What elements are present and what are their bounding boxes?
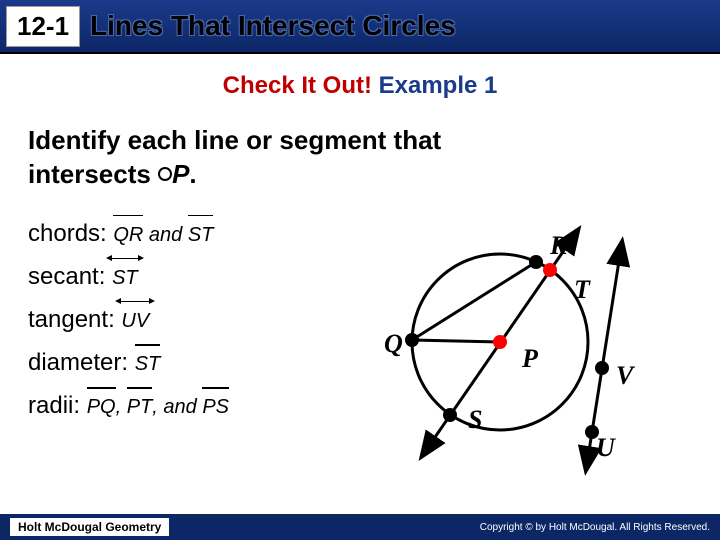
chords-label: chords: xyxy=(28,220,107,247)
svg-text:S: S xyxy=(468,405,482,434)
segment-ST: ST xyxy=(188,215,214,253)
prompt-text: Identify each line or segment that inter… xyxy=(28,124,692,192)
svg-text:V: V xyxy=(616,361,636,390)
radii-label: radii: xyxy=(28,392,80,419)
chords-row: chords: QR and ST xyxy=(28,212,340,255)
secant-row: secant: ST xyxy=(28,255,340,298)
prompt-line2a: intersects xyxy=(28,159,158,189)
svg-text:P: P xyxy=(521,344,539,373)
segment-QR: QR xyxy=(113,215,143,253)
diagram-svg: P Q R S T U V xyxy=(340,212,700,482)
line-UV: UV xyxy=(121,299,149,339)
svg-text:U: U xyxy=(596,433,616,462)
circle-symbol-icon xyxy=(158,167,172,181)
footer-bar: Holt McDougal Geometry Copyright © by Ho… xyxy=(0,514,720,540)
segment-PT: PT xyxy=(127,387,153,425)
radii-c1: , xyxy=(116,396,127,418)
content-row: chords: QR and ST secant: ST tangent: UV… xyxy=(0,212,720,487)
header-bar: 12-1 Lines That Intersect Circles xyxy=(0,0,720,54)
svg-text:Q: Q xyxy=(384,329,403,358)
line-ST: ST xyxy=(112,256,138,296)
line-ST-text: ST xyxy=(112,267,138,289)
secant-label: secant: xyxy=(28,263,105,290)
svg-text:R: R xyxy=(549,231,567,260)
header-title: Lines That Intersect Circles xyxy=(90,10,456,42)
answers-list: chords: QR and ST secant: ST tangent: UV… xyxy=(0,212,340,487)
tangent-label: tangent: xyxy=(28,306,115,333)
lesson-number-badge: 12-1 xyxy=(6,6,80,47)
subtitle: Check It Out! Example 1 xyxy=(0,72,720,100)
diameter-label: diameter: xyxy=(28,349,128,376)
circle-diagram: P Q R S T U V xyxy=(340,212,720,487)
prompt-line2b: . xyxy=(189,159,196,189)
footer-brand: Holt McDougal Geometry xyxy=(10,518,169,536)
chords-and: and xyxy=(143,224,187,246)
segment-PQ: PQ xyxy=(87,387,116,425)
prompt-line1: Identify each line or segment that xyxy=(28,125,441,155)
footer-copyright: Copyright © by Holt McDougal. All Rights… xyxy=(480,522,710,533)
radii-c2: , and xyxy=(152,396,202,418)
segment-ST-diam: ST xyxy=(135,344,161,382)
line-UV-text: UV xyxy=(121,310,149,332)
svg-text:T: T xyxy=(574,275,591,304)
segment-PS: PS xyxy=(202,387,229,425)
radii-row: radii: PQ, PT, and PS xyxy=(28,384,340,427)
subtitle-blue: Example 1 xyxy=(379,72,498,99)
subtitle-red: Check It Out! xyxy=(223,72,372,99)
diameter-row: diameter: ST xyxy=(28,341,340,384)
tangent-row: tangent: UV xyxy=(28,298,340,341)
prompt-circle-letter: P xyxy=(172,159,189,189)
